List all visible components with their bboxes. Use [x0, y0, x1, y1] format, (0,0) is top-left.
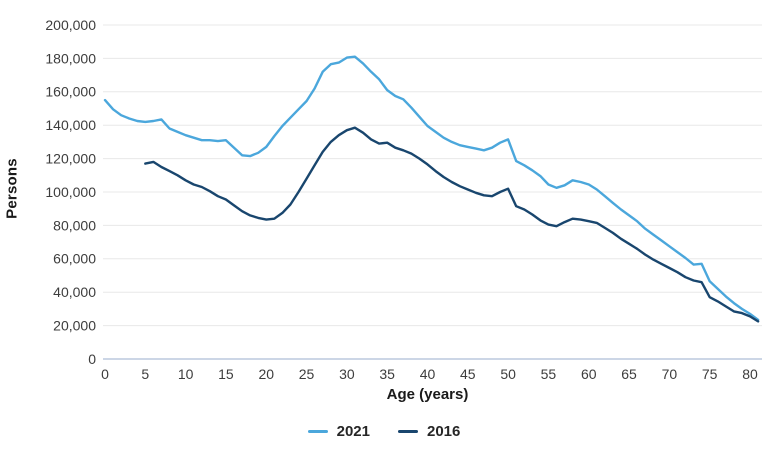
x-tick-label: 20 [258, 366, 274, 382]
x-tick-label: 15 [218, 366, 234, 382]
y-tick-label: 140,000 [45, 117, 96, 133]
y-tick-label: 200,000 [45, 17, 96, 33]
y-tick-label: 0 [88, 351, 96, 367]
legend: 2021 2016 [0, 423, 768, 440]
y-tick-label: 80,000 [53, 217, 96, 233]
y-tick-label: 60,000 [53, 251, 96, 267]
legend-item-2016: 2016 [398, 423, 460, 440]
x-tick-label: 5 [141, 366, 149, 382]
x-tick-label: 65 [621, 366, 637, 382]
series-line-2021 [103, 55, 760, 321]
y-tick-label: 120,000 [45, 151, 96, 167]
x-tick-label: 45 [460, 366, 476, 382]
legend-item-2021: 2021 [307, 423, 370, 440]
x-tick-label: 70 [662, 366, 678, 382]
x-tick-label: 25 [299, 366, 315, 382]
x-tick-label: 60 [581, 366, 597, 382]
y-tick-label: 160,000 [45, 84, 96, 100]
x-tick-label: 30 [339, 366, 355, 382]
y-tick-label: 20,000 [53, 318, 96, 334]
legend-label-2021: 2021 [336, 423, 370, 440]
legend-label-2016: 2016 [427, 423, 461, 440]
y-axis-title: Persons [3, 158, 21, 219]
y-tick-label: 180,000 [45, 50, 96, 66]
x-tick-label: 80 [742, 366, 758, 382]
y-tick-label: 40,000 [53, 284, 96, 300]
x-tick-label: 10 [178, 366, 194, 382]
x-axis-title: Age (years) [386, 386, 469, 403]
x-tick-label: 55 [541, 366, 557, 382]
series-line-2016 [144, 126, 760, 323]
legend-line-swatch-2021 [307, 430, 328, 433]
x-tick-label: 35 [379, 366, 395, 382]
x-tick-label: 40 [420, 366, 436, 382]
x-tick-label: 75 [702, 366, 718, 382]
legend-line-swatch-2016 [398, 430, 418, 433]
x-tick-label: 50 [500, 366, 516, 382]
y-tick-label: 100,000 [45, 184, 96, 200]
x-tick-label: 0 [101, 366, 109, 382]
